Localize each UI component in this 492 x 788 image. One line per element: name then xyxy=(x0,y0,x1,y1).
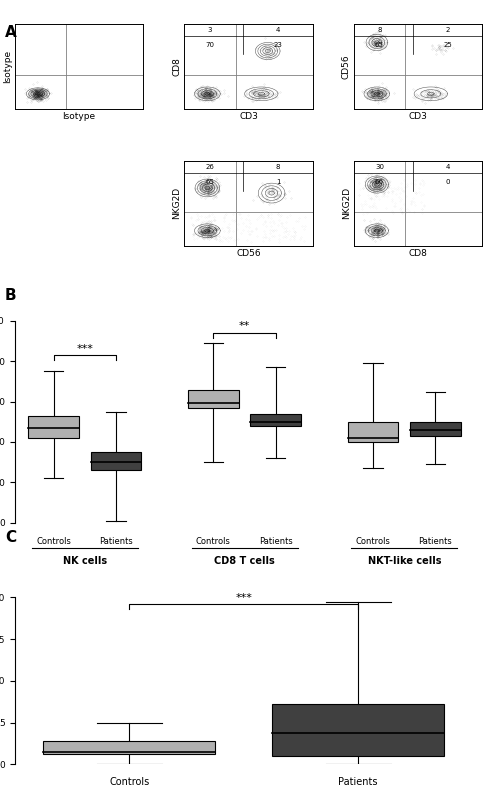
Bar xyxy=(250,414,301,426)
Text: 8: 8 xyxy=(276,164,280,170)
Text: 0: 0 xyxy=(445,180,450,185)
Bar xyxy=(43,741,215,754)
Text: 65: 65 xyxy=(375,43,384,49)
Text: 2: 2 xyxy=(445,27,450,33)
Text: Controls: Controls xyxy=(356,537,391,546)
Text: 4: 4 xyxy=(445,164,450,170)
X-axis label: CD56: CD56 xyxy=(236,249,261,258)
Y-axis label: Isotype: Isotype xyxy=(3,50,12,83)
Text: NK cells: NK cells xyxy=(63,556,107,566)
Text: 30: 30 xyxy=(375,164,384,170)
Y-axis label: NKG2D: NKG2D xyxy=(342,188,351,219)
Bar xyxy=(348,422,399,442)
Text: ***: *** xyxy=(235,593,252,603)
Bar xyxy=(188,389,239,407)
Text: Controls: Controls xyxy=(109,777,150,787)
Text: **: ** xyxy=(239,322,250,332)
Bar xyxy=(272,704,444,756)
Text: ***: *** xyxy=(76,344,93,354)
Text: CD8 T cells: CD8 T cells xyxy=(214,556,275,566)
Text: Patients: Patients xyxy=(419,537,452,546)
Text: B: B xyxy=(5,288,17,303)
X-axis label: CD3: CD3 xyxy=(408,112,428,121)
Text: C: C xyxy=(5,530,16,545)
X-axis label: CD3: CD3 xyxy=(239,112,258,121)
Text: A: A xyxy=(5,25,17,40)
X-axis label: CD8: CD8 xyxy=(408,249,428,258)
Text: 65: 65 xyxy=(206,180,215,185)
Bar xyxy=(29,416,79,438)
Bar xyxy=(91,452,141,470)
Text: Patients: Patients xyxy=(99,537,133,546)
Text: Patients: Patients xyxy=(259,537,293,546)
Text: 23: 23 xyxy=(274,43,282,49)
Text: NKT-like cells: NKT-like cells xyxy=(368,556,441,566)
Text: 4: 4 xyxy=(276,27,280,33)
Text: 8: 8 xyxy=(377,27,382,33)
Text: 25: 25 xyxy=(443,43,452,49)
X-axis label: Isotype: Isotype xyxy=(62,112,95,121)
Text: 70: 70 xyxy=(206,43,215,49)
Text: 66: 66 xyxy=(375,180,384,185)
Text: Patients: Patients xyxy=(338,777,378,787)
Y-axis label: CD8: CD8 xyxy=(173,57,182,76)
Text: Controls: Controls xyxy=(196,537,231,546)
Bar xyxy=(410,422,461,436)
Text: 1: 1 xyxy=(276,180,280,185)
Y-axis label: CD56: CD56 xyxy=(342,54,351,79)
Text: 3: 3 xyxy=(208,27,212,33)
Text: 26: 26 xyxy=(206,164,215,170)
Text: Controls: Controls xyxy=(36,537,71,546)
Y-axis label: NKG2D: NKG2D xyxy=(173,188,182,219)
